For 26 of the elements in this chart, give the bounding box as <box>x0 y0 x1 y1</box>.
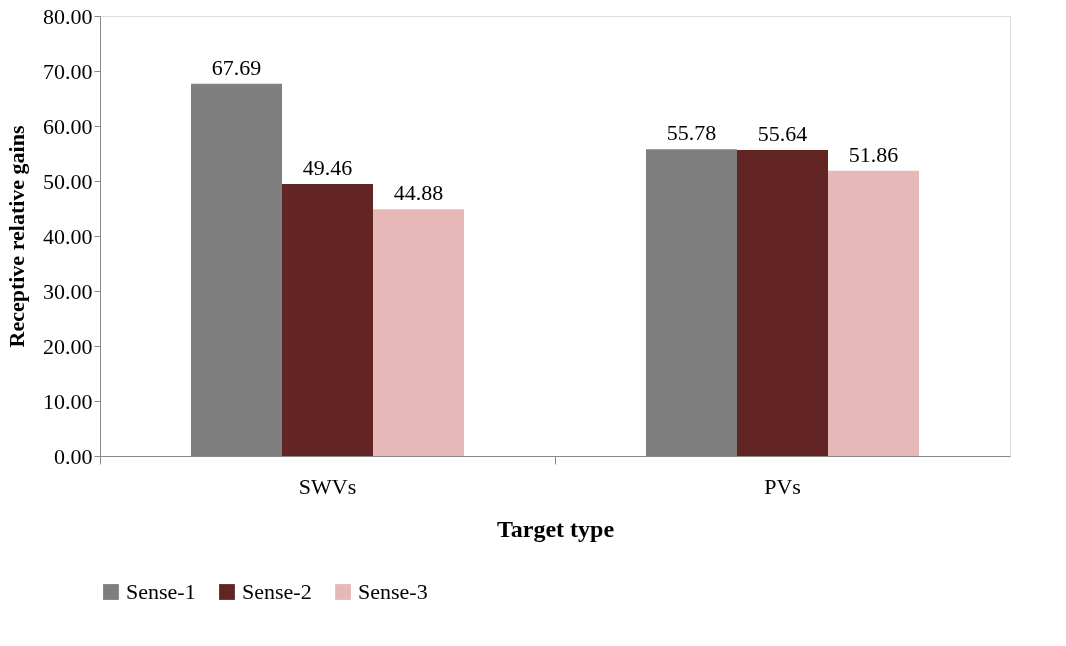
y-tick-label: 30.00 <box>43 278 93 304</box>
data-label: 51.86 <box>848 141 899 167</box>
bar <box>737 149 828 456</box>
legend-label: Sense-3 <box>358 579 428 604</box>
x-tick-label: SWVs <box>298 473 357 499</box>
y-tick-label: 0.00 <box>54 443 93 469</box>
y-tick-label: 20.00 <box>43 333 93 359</box>
data-label: 44.88 <box>393 180 444 206</box>
bar <box>828 170 919 456</box>
bar <box>373 209 464 456</box>
y-tick-label: 70.00 <box>43 58 93 84</box>
y-axis-title: Receptive relative gains <box>4 125 29 348</box>
data-label: 49.46 <box>302 154 353 180</box>
y-tick-label: 10.00 <box>43 388 93 414</box>
legend-label: Sense-1 <box>126 579 196 604</box>
y-tick-label: 60.00 <box>43 113 93 139</box>
y-tick-label: 50.00 <box>43 168 93 194</box>
x-tick-label: PVs <box>764 473 801 499</box>
bar <box>282 183 373 456</box>
data-label: 55.64 <box>757 120 808 146</box>
y-tick-label: 80.00 <box>43 3 93 29</box>
x-axis-title: Target type <box>496 515 615 542</box>
data-label: 67.69 <box>211 54 262 80</box>
legend-label: Sense-2 <box>242 579 312 604</box>
y-tick-label: 40.00 <box>43 223 93 249</box>
data-label: 55.78 <box>666 120 717 146</box>
